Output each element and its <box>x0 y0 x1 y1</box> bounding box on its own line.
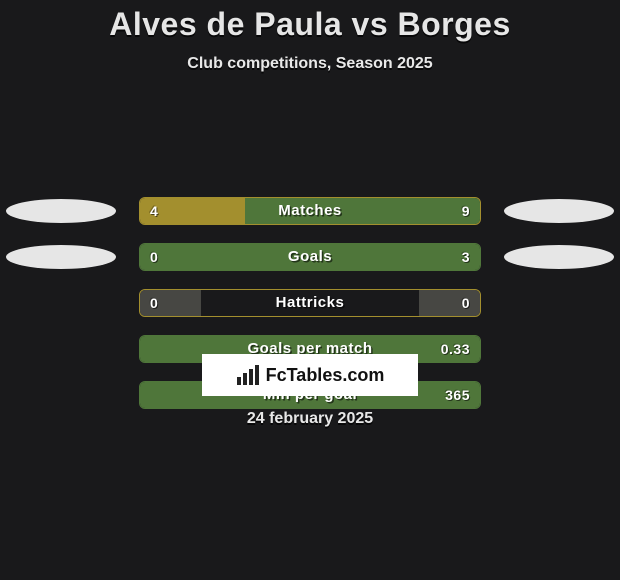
brand-box: FcTables.com <box>202 354 418 396</box>
date-text: 24 february 2025 <box>0 410 620 428</box>
stat-bar <box>139 243 481 271</box>
stat-bar-right <box>419 290 480 316</box>
stat-bar <box>139 289 481 317</box>
stat-value-right: 0 <box>462 289 470 317</box>
stat-bar-right <box>245 198 480 224</box>
stat-bar <box>139 197 481 225</box>
stat-value-left: 0 <box>150 289 158 317</box>
stat-bar-right <box>140 244 480 270</box>
player-left-ellipse <box>6 245 116 269</box>
stat-value-right: 9 <box>462 197 470 225</box>
player-right-ellipse <box>504 245 614 269</box>
stat-value-right: 3 <box>462 243 470 271</box>
player-right-ellipse <box>504 199 614 223</box>
stat-row: 49Matches <box>0 197 620 225</box>
subtitle: Club competitions, Season 2025 <box>0 55 620 73</box>
page-title: Alves de Paula vs Borges <box>0 0 620 43</box>
stat-row: 03Goals <box>0 243 620 271</box>
stat-row: 00Hattricks <box>0 289 620 317</box>
player-left-ellipse <box>6 199 116 223</box>
comparison-infographic: Alves de Paula vs Borges Club competitio… <box>0 0 620 580</box>
stat-value-left: 0 <box>150 243 158 271</box>
stat-value-right: 365 <box>445 381 470 409</box>
stat-value-right: 0.33 <box>441 335 470 363</box>
brand-text: FcTables.com <box>266 365 385 386</box>
stat-value-left: 4 <box>150 197 158 225</box>
bars-icon <box>236 365 260 385</box>
